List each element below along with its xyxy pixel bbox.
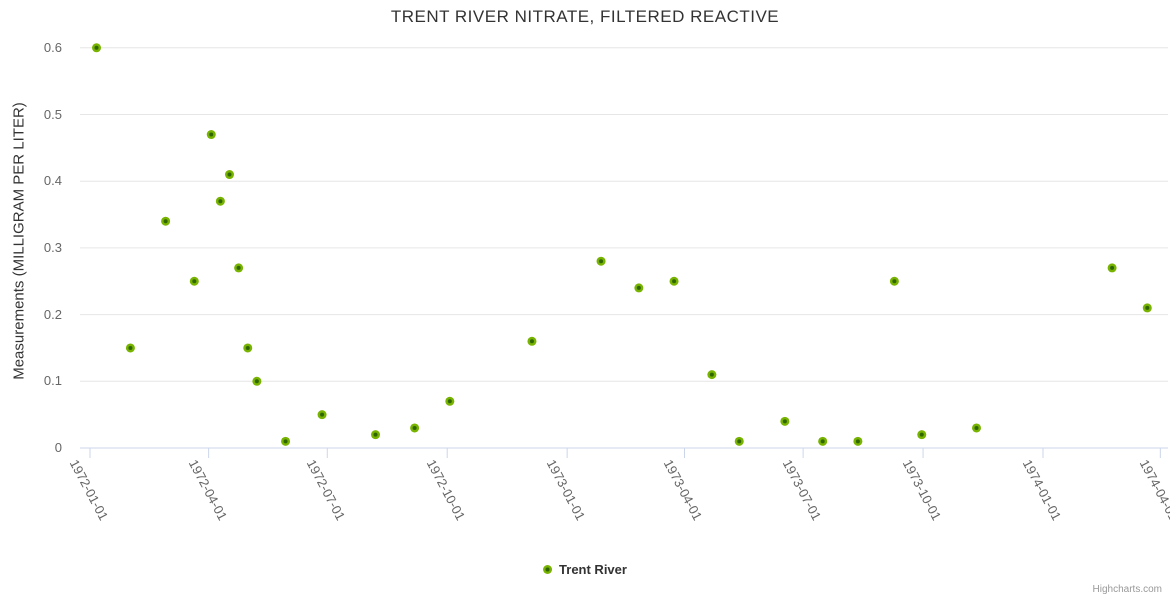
data-point[interactable] [972, 423, 982, 433]
data-point[interactable] [889, 276, 899, 286]
data-point[interactable] [634, 283, 644, 293]
y-tick-label: 0.3 [43, 239, 62, 255]
y-tick-label: 0.4 [43, 173, 62, 189]
y-tick-label: 0.1 [43, 373, 62, 389]
data-point[interactable] [215, 196, 225, 206]
data-point[interactable] [243, 343, 253, 353]
legend-marker-icon [543, 565, 553, 574]
legend[interactable]: Trent River [543, 562, 627, 577]
data-point[interactable] [371, 430, 381, 440]
data-point[interactable] [317, 410, 327, 420]
data-point[interactable] [853, 436, 863, 446]
data-point[interactable] [224, 170, 234, 180]
highcharts-credits[interactable]: Highcharts.com [1092, 584, 1162, 595]
data-point[interactable] [1142, 303, 1152, 313]
data-point[interactable] [734, 436, 744, 446]
data-point[interactable] [92, 43, 102, 53]
y-tick-label: 0.5 [43, 106, 62, 122]
data-point[interactable] [917, 430, 927, 440]
y-tick-label: 0.2 [43, 306, 62, 322]
data-point[interactable] [410, 423, 420, 433]
data-point[interactable] [189, 276, 199, 286]
data-point[interactable] [669, 276, 679, 286]
y-tick-label: 0 [54, 440, 62, 455]
data-point[interactable] [527, 336, 537, 346]
data-point[interactable] [445, 396, 455, 406]
chart-title: TRENT RIVER NITRATE, FILTERED REACTIVE [390, 7, 780, 26]
data-point[interactable] [596, 256, 606, 266]
data-point[interactable] [125, 343, 135, 353]
y-tick-label: 0.6 [43, 39, 62, 55]
data-point[interactable] [818, 436, 828, 446]
data-point[interactable] [780, 416, 790, 426]
data-point[interactable] [281, 436, 291, 446]
legend-series-label: Trent River [559, 562, 627, 577]
data-point[interactable] [161, 216, 171, 226]
data-point[interactable] [707, 370, 717, 380]
data-point[interactable] [1107, 263, 1117, 273]
data-point[interactable] [206, 130, 216, 140]
data-point[interactable] [234, 263, 244, 273]
data-point[interactable] [252, 376, 262, 386]
